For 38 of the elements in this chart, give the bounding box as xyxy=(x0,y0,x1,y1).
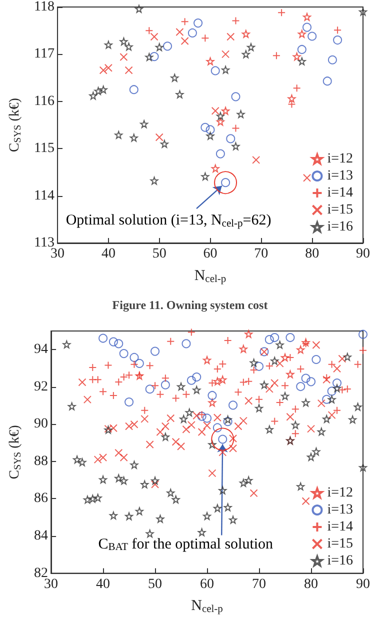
y-tick-label: 90 xyxy=(34,416,48,432)
legend-label: i=15 xyxy=(327,536,354,552)
y-tick-label: 117 xyxy=(34,46,55,62)
x-tick-label: 80 xyxy=(305,246,320,262)
x-tick-label: 40 xyxy=(101,246,116,262)
y-tick-label: 115 xyxy=(34,141,55,156)
text: Figure 11. Owning system cost xyxy=(112,298,268,312)
legend-label: i=13 xyxy=(327,502,354,518)
y-tick-label: 116 xyxy=(34,94,55,109)
y-tick-label: 92 xyxy=(34,379,48,394)
legend-label: i=12 xyxy=(327,486,354,500)
legend-label: i=14 xyxy=(327,186,354,200)
legend-label: i=16 xyxy=(327,220,354,234)
x-tick-label: 60 xyxy=(203,246,218,262)
y-axis-title: CSYS (k€) xyxy=(8,98,24,152)
legend-label: i=16 xyxy=(327,554,354,568)
x-tick-label: 90 xyxy=(356,576,370,592)
x-tick-label: 70 xyxy=(252,576,266,592)
y-tick-label: 114 xyxy=(34,188,55,204)
legend-label: i=12 xyxy=(327,152,354,166)
x-tick-label: 60 xyxy=(200,576,214,592)
x-tick-label: 50 xyxy=(148,576,162,592)
x-tick-label: 50 xyxy=(152,246,166,262)
y-tick-label: 118 xyxy=(34,0,55,14)
x-tick-label: 30 xyxy=(50,246,65,262)
legend-label: i=15 xyxy=(327,202,354,218)
y-tick-label: 86 xyxy=(34,491,48,506)
y-tick-label: 94 xyxy=(34,342,48,358)
legend-label: i=14 xyxy=(327,520,354,534)
x-tick-label: 30 xyxy=(44,576,58,592)
y-tick-label: 88 xyxy=(34,454,48,469)
y-axis-title: CSYS (k€) xyxy=(8,424,24,480)
x-tick-label: 90 xyxy=(356,246,370,262)
y-tick-label: 84 xyxy=(34,528,48,544)
x-tick-label: 70 xyxy=(254,246,268,262)
legend-label: i=13 xyxy=(327,168,354,184)
x-tick-label: 80 xyxy=(304,576,318,592)
x-tick-label: 40 xyxy=(96,576,110,592)
